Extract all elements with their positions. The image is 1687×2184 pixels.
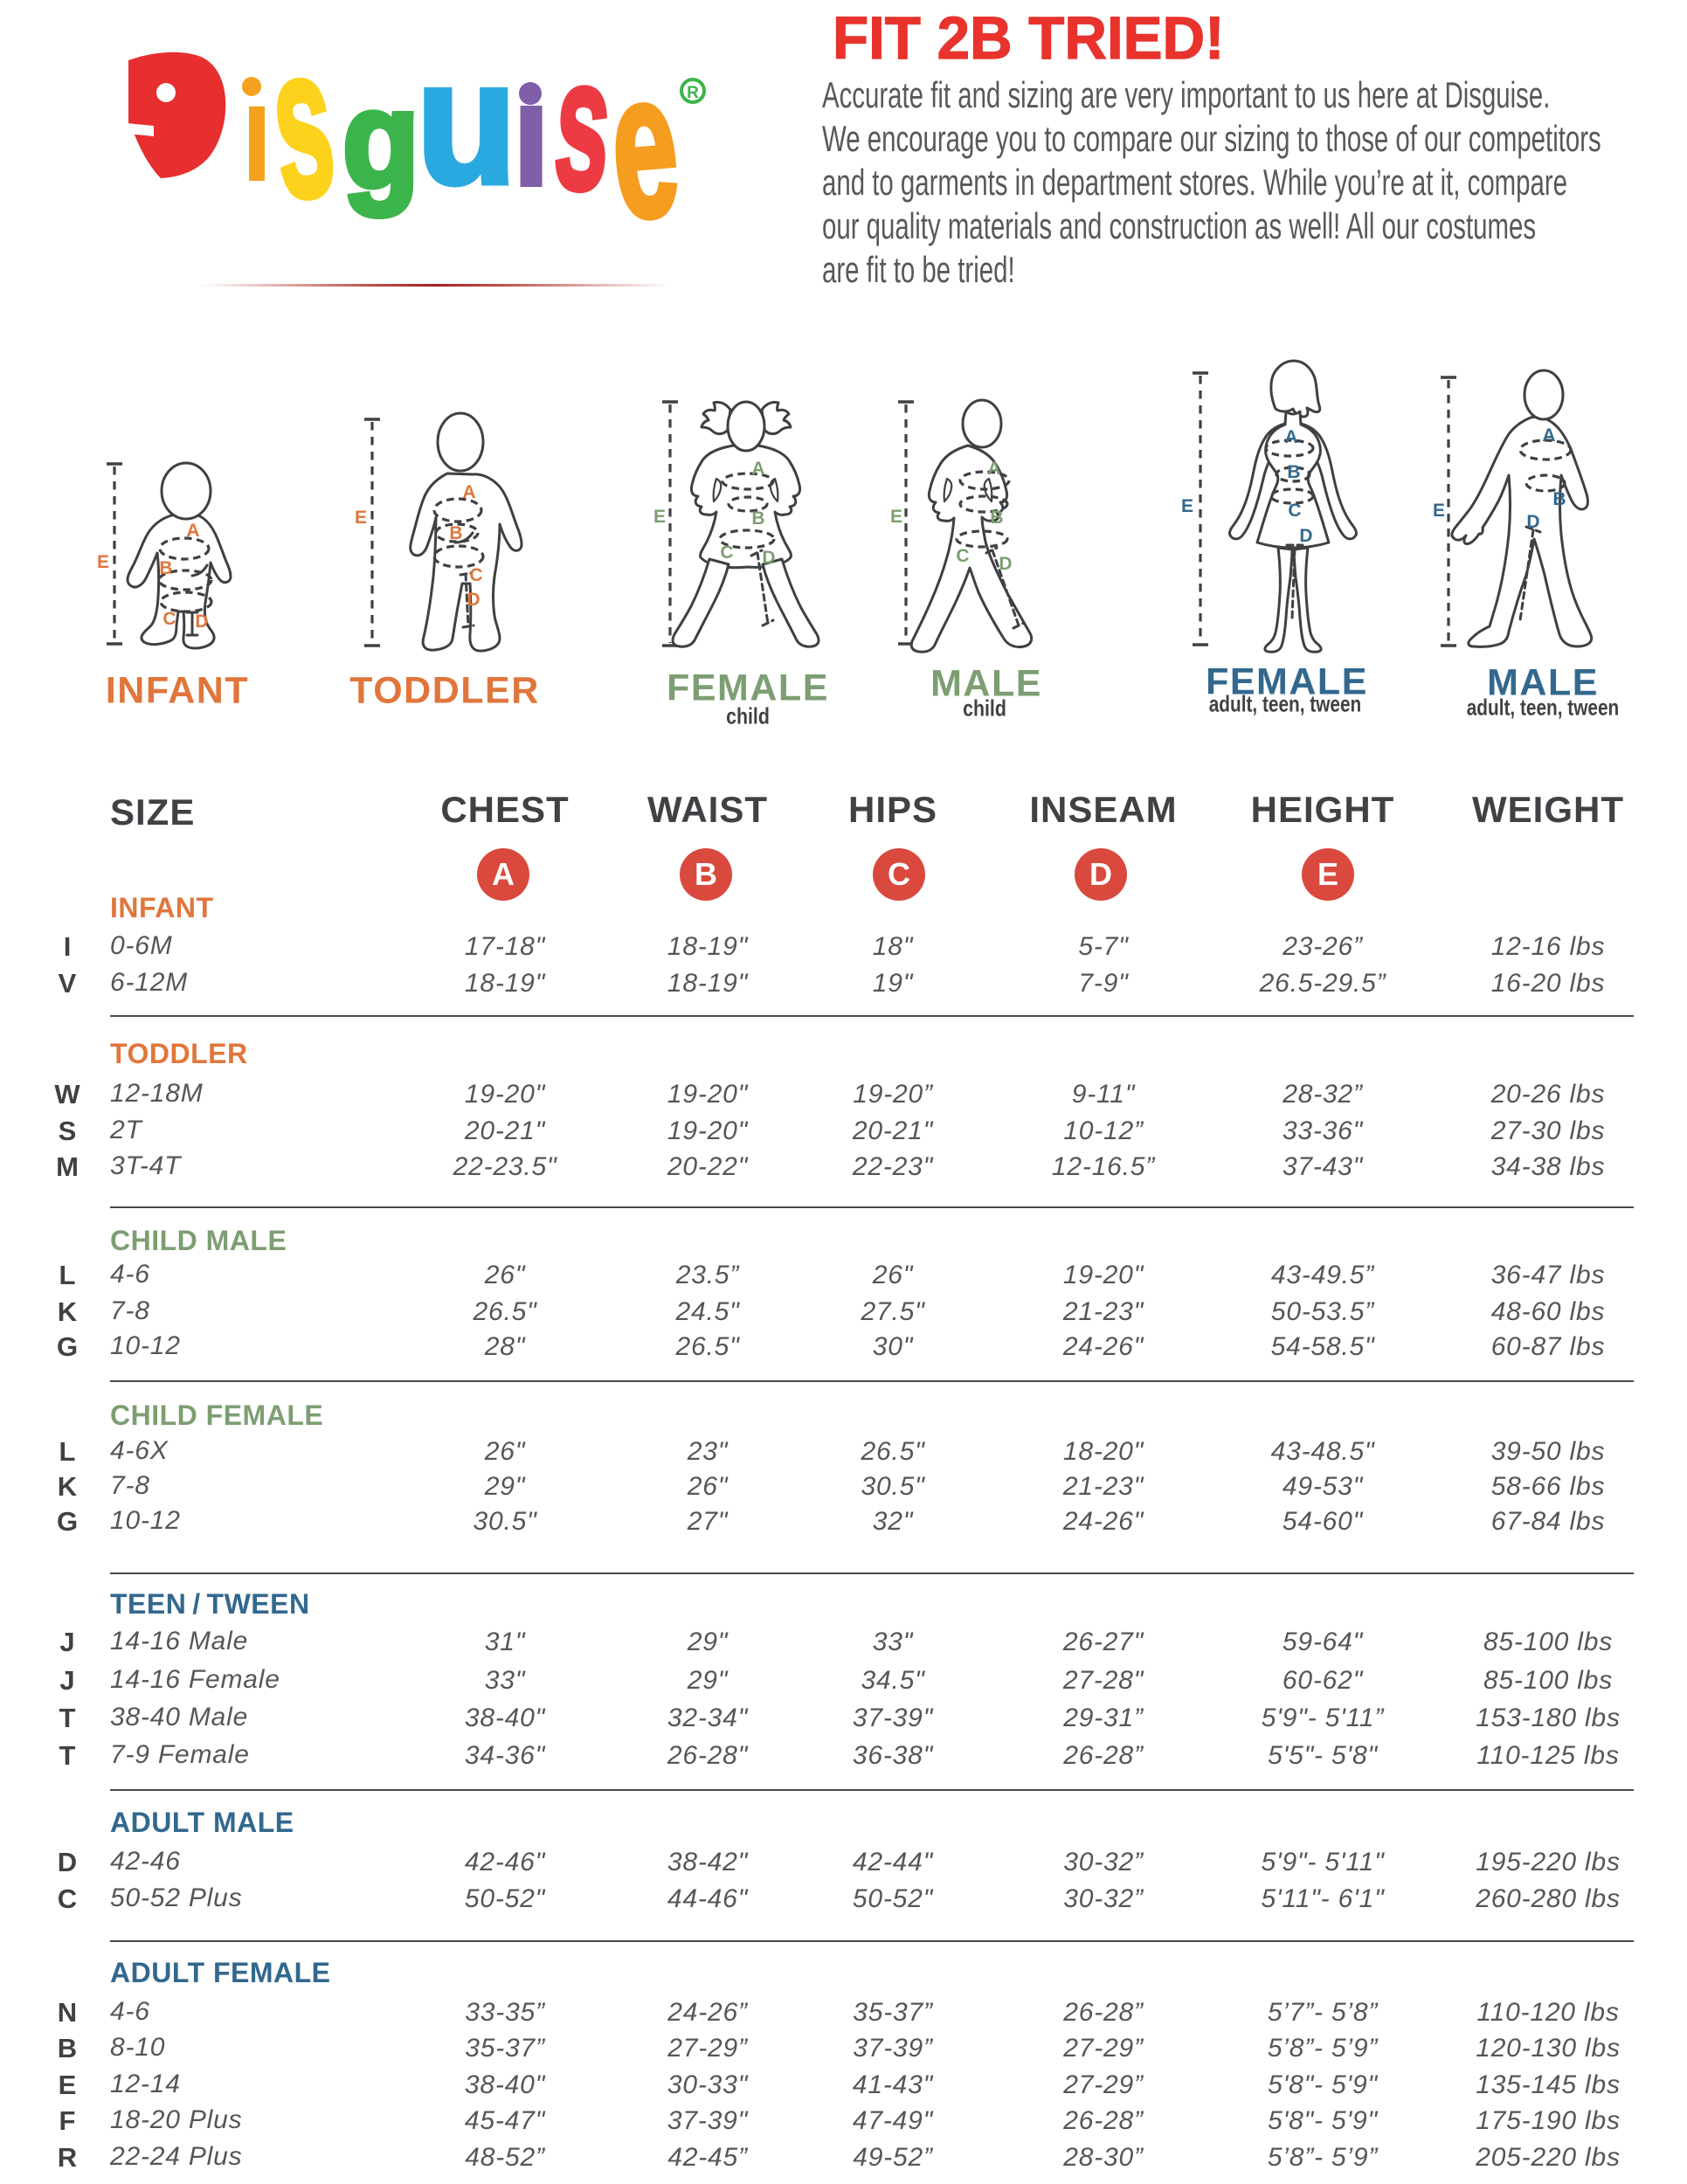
svg-text:C: C <box>956 546 969 566</box>
svg-text:D: D <box>762 548 775 568</box>
svg-text:B: B <box>751 508 764 529</box>
svg-text:E: E <box>1181 496 1193 516</box>
svg-text:s: s <box>261 0 343 244</box>
svg-text:B: B <box>159 558 172 578</box>
svg-text:A: A <box>1284 427 1297 447</box>
svg-text:E: E <box>355 508 367 528</box>
svg-text:D: D <box>195 612 208 632</box>
svg-text:u: u <box>417 25 516 220</box>
svg-text:D: D <box>999 554 1012 574</box>
svg-text:E: E <box>653 507 666 527</box>
svg-text:R: R <box>687 84 699 102</box>
svg-text:B: B <box>1552 489 1566 509</box>
svg-text:A: A <box>987 459 1000 479</box>
svg-text:C: C <box>720 543 733 563</box>
svg-text:A: A <box>462 482 475 502</box>
svg-text:A: A <box>751 459 764 479</box>
svg-text:g: g <box>342 63 419 217</box>
svg-text:D: D <box>1299 526 1312 546</box>
svg-text:B: B <box>449 523 462 543</box>
svg-text:B: B <box>990 508 1003 528</box>
svg-text:e: e <box>602 27 687 261</box>
svg-text:C: C <box>469 565 482 585</box>
svg-text:ı: ı <box>514 54 549 215</box>
svg-text:D: D <box>1526 512 1539 532</box>
svg-text:C: C <box>1288 501 1301 521</box>
svg-text:E: E <box>890 507 902 527</box>
svg-text:D: D <box>467 590 480 610</box>
svg-text:ı: ı <box>245 59 269 206</box>
svg-text:C: C <box>162 609 176 629</box>
svg-text:E: E <box>97 552 109 572</box>
svg-text:A: A <box>186 521 199 541</box>
svg-text:E: E <box>1433 501 1445 521</box>
svg-text:B: B <box>1287 462 1300 482</box>
svg-text:A: A <box>1542 425 1555 446</box>
